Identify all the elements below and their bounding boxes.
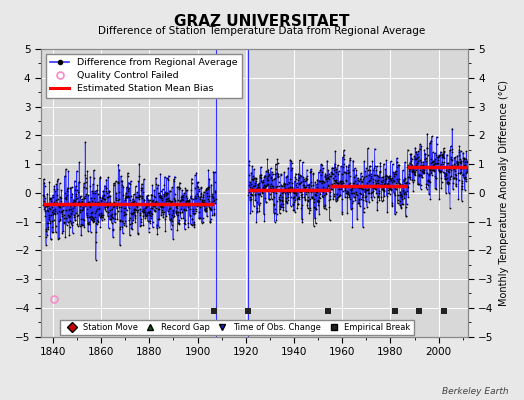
- Text: GRAZ UNIVERSITAET: GRAZ UNIVERSITAET: [174, 14, 350, 29]
- Text: Difference of Station Temperature Data from Regional Average: Difference of Station Temperature Data f…: [99, 26, 425, 36]
- Text: Berkeley Earth: Berkeley Earth: [442, 387, 508, 396]
- Y-axis label: Monthly Temperature Anomaly Difference (°C): Monthly Temperature Anomaly Difference (…: [499, 80, 509, 306]
- Legend: Station Move, Record Gap, Time of Obs. Change, Empirical Break: Station Move, Record Gap, Time of Obs. C…: [60, 320, 414, 335]
